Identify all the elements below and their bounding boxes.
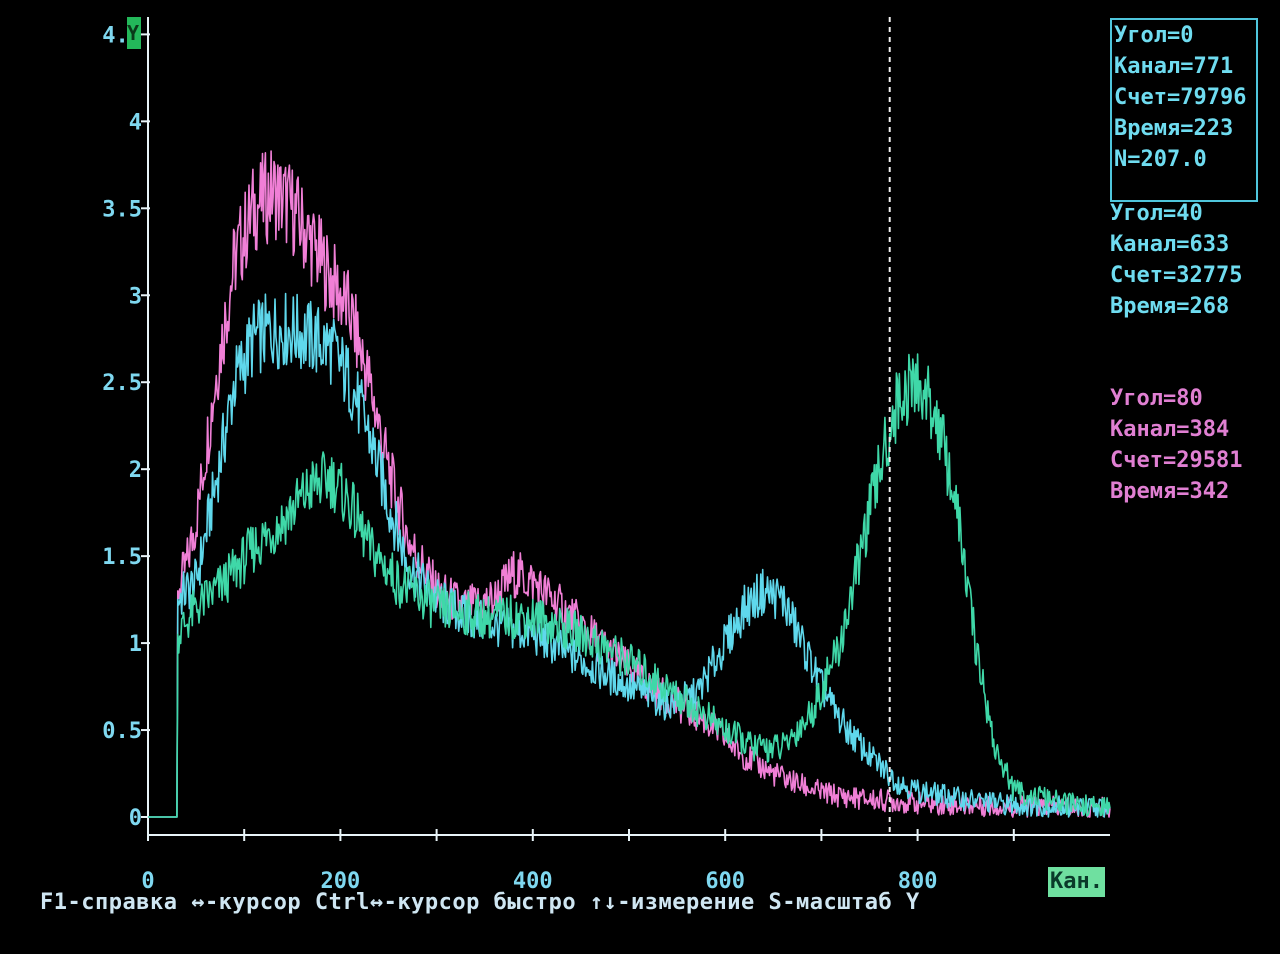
series-line-2: [148, 353, 1111, 818]
panel-0-n: N=207.0: [1114, 147, 1207, 172]
x-tick-label: 400: [513, 869, 553, 894]
info-panel-angle-0: Угол=0 Канал=771 Счет=79796 Время=223 N=…: [1110, 18, 1258, 202]
y-tick-label: 2: [129, 458, 142, 483]
panel-80-channel: Канал=384: [1110, 417, 1230, 442]
y-tick-label: 3: [129, 284, 142, 309]
panel-40-channel: Канал=633: [1110, 232, 1230, 257]
y-tick-label: 3.5: [102, 197, 142, 222]
panel-80-time: Время=342: [1110, 479, 1230, 504]
panel-0-angle: Угол=0: [1114, 23, 1194, 48]
info-panel-angle-80: Угол=80 Канал=384 Счет=29581 Время=342: [1110, 383, 1242, 507]
series-line-1: [148, 292, 1111, 818]
y-tick-label: 0: [129, 806, 142, 831]
y-tick-label: 0.5: [102, 719, 142, 744]
panel-80-angle: Угол=80: [1110, 386, 1203, 411]
help-bar: F1-справка ↔-курсор Ctrl↔-курсор быстро …: [40, 890, 920, 915]
y-axis-marker: Y: [127, 17, 141, 49]
panel-40-count: Счет=32775: [1110, 263, 1243, 288]
panel-0-count: Счет=79796: [1114, 85, 1247, 110]
y-tick-label: 4: [129, 110, 142, 135]
panel-0-channel: Канал=771: [1114, 54, 1234, 79]
info-panel-angle-40: Угол=40 Канал=633 Счет=32775 Время=268: [1110, 198, 1242, 322]
x-tick-label: 0: [141, 869, 154, 894]
y-tick-label: 1: [129, 632, 142, 657]
y-tick-label: 1.5: [102, 545, 142, 570]
x-tick-label: 800: [898, 869, 938, 894]
x-tick-label: 200: [321, 869, 361, 894]
x-tick-label: 600: [705, 869, 745, 894]
x-units-badge: Кан.: [1048, 867, 1105, 897]
panel-40-angle: Угол=40: [1110, 201, 1203, 226]
series-line-0: [148, 150, 1111, 818]
y-tick-label: 2.5: [102, 371, 142, 396]
panel-0-time: Время=223: [1114, 116, 1234, 141]
panel-80-count: Счет=29581: [1110, 448, 1243, 473]
panel-40-time: Время=268: [1110, 294, 1230, 319]
y-marker-label: Y: [127, 21, 140, 45]
